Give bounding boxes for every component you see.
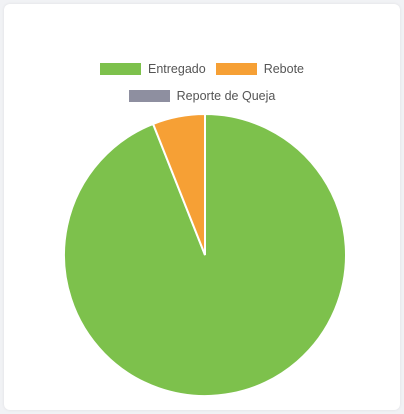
legend-swatch-reporte-de-queja — [128, 90, 170, 102]
pie-slice-rebote[interactable] — [151, 112, 206, 256]
legend-item-reporte-de-queja[interactable]: Reporte de Queja — [128, 89, 276, 103]
legend-label-rebote: Rebote — [263, 62, 304, 76]
legend-swatch-entregado — [100, 63, 141, 75]
legend-swatch-rebote — [215, 63, 257, 75]
legend-item-entregado[interactable]: Entregado — [100, 62, 206, 76]
legend-label-reporte-de-queja: Reporte de Queja — [176, 89, 276, 103]
pie-slices — [63, 112, 347, 397]
legend-row-1: Entregado Rebote — [0, 62, 404, 76]
legend-item-rebote[interactable]: Rebote — [215, 62, 304, 76]
legend-label-entregado: Entregado — [148, 62, 206, 76]
legend-row-2: Reporte de Queja — [0, 89, 404, 103]
